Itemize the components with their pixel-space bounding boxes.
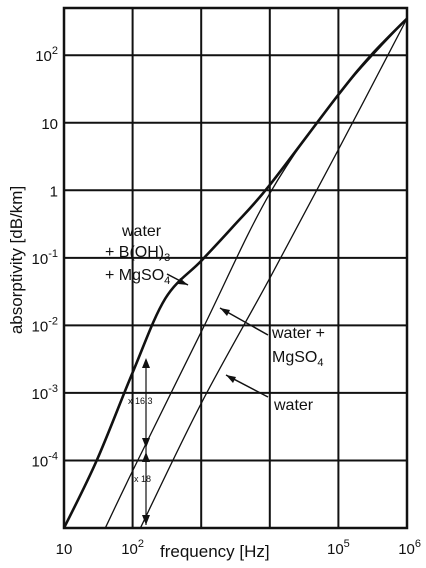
y-tick-label: 1 <box>50 183 58 200</box>
ratio-arrow-up-1 <box>142 358 150 368</box>
y-tick-labels: 10-4 10-3 10-2 10-1 1 10 102 <box>32 45 58 470</box>
y-axis-title: absorptivity [dB/km] <box>7 186 26 334</box>
y-tick-label: 10-4 <box>32 450 58 470</box>
x-tick-label: 106 <box>398 538 421 558</box>
annotation-boron: water + B(OH)3 + MgSO4 <box>105 223 189 287</box>
y-tick-label: 10-3 <box>32 383 58 403</box>
y-tick-label: 10-2 <box>32 315 58 335</box>
mgso4-label-line2: MgSO4 <box>272 349 323 369</box>
y-tick-label: 10 <box>41 116 58 133</box>
boron-label-line3: + MgSO4 <box>105 267 170 287</box>
ratio-arrow-down-1 <box>142 438 150 448</box>
mgso4-label-line1: water + <box>271 325 325 342</box>
y-tick-label: 102 <box>35 45 58 65</box>
mgso4-arrowhead <box>220 308 230 316</box>
x-tick-label: 10 <box>56 541 73 558</box>
annotation-water: water <box>225 374 314 414</box>
x-tick-labels: 10 102 105 106 <box>56 538 421 558</box>
curves <box>62 17 408 529</box>
plot-frame <box>62 6 409 530</box>
annotation-mgso4: water + MgSO4 <box>219 307 325 369</box>
ratio-label-1: x 16.3 <box>128 396 153 406</box>
ratio-arrow-up-2 <box>142 452 150 462</box>
boron-arrowhead <box>178 278 188 285</box>
x-tick-label: 102 <box>121 538 144 558</box>
series-line-0 <box>139 18 408 529</box>
x-axis-title: frequency [Hz] <box>160 542 270 561</box>
series-line-2 <box>62 17 408 529</box>
x-tick-label: 105 <box>327 538 350 558</box>
ratio-label-2: x 18 <box>134 474 151 484</box>
ratio-arrow-down-2 <box>142 515 150 525</box>
water-arrowhead <box>226 375 236 383</box>
boron-label-line2: + B(OH)3 <box>105 244 170 264</box>
boron-label-line1: water <box>121 223 162 240</box>
ratio-markers: x 16.3 x 18 <box>128 358 153 525</box>
water-label: water <box>273 397 314 414</box>
y-tick-label: 10-1 <box>32 248 58 268</box>
